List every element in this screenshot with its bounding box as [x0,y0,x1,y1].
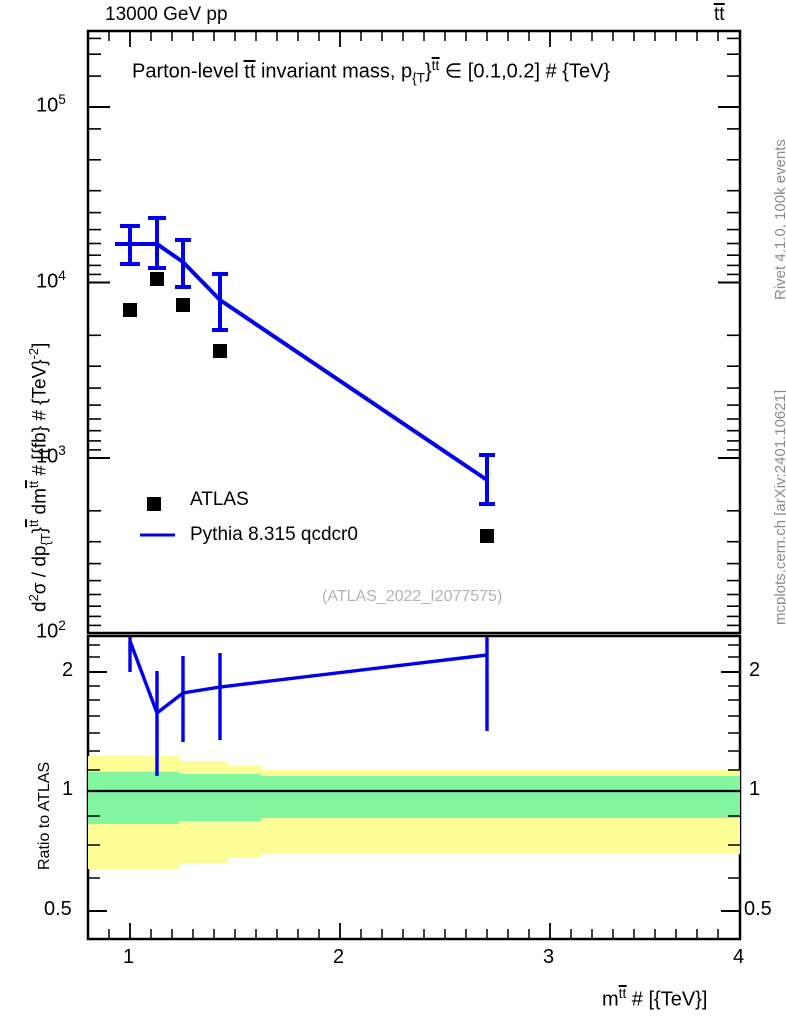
ratio-y-tick-label-1-left: 1 [62,778,74,800]
legend [140,497,175,537]
legend-marker-atlas [147,497,161,511]
ratio-uncertainty-bands [88,756,740,869]
main-y-ticks [88,37,740,634]
ratio-y-tick-label-05-right: 0.5 [744,898,772,920]
inner-uncertainty-band [88,772,740,824]
main-panel-frame [86,29,742,635]
mc-series-main [115,216,495,506]
header-beam-label: 13000 GeV pp [105,4,228,25]
x-tick-label-1: 1 [123,946,135,968]
ratio-y-tick-label-2-right: 2 [749,659,761,681]
legend-label-pythia: Pythia 8.315 qcdcr0 [190,524,358,545]
x-tick-label-4: 4 [733,946,745,968]
ratio-y-tick-label-05-left: 0.5 [44,898,72,920]
y-tick-label-1e5: 105 [36,92,66,117]
ratio-y-ticks [88,644,740,912]
mc-series-ratio [128,637,489,776]
ratio-y-tick-label-1-right: 1 [749,778,761,800]
plot-title-pre: Parton-level [132,60,245,83]
main-x-ticks [108,31,741,47]
ratio-y-tick-label-2-left: 2 [62,659,74,681]
legend-label-atlas: ATLAS [190,489,249,510]
x-tick-label-2: 2 [333,946,345,968]
analysis-watermark: (ATLAS_2022_I2077575) [322,588,503,605]
atlas-data-markers-main [123,272,494,543]
y-tick-label-1e3: 103 [36,443,66,468]
y-tick-label-1e4: 104 [36,268,66,293]
ratio-x-ticks [108,923,741,939]
plot-title-mid: invariant mass, p [255,60,413,83]
x-axis-label: mt t # [{TeV}] [602,985,708,1011]
plot-title-post: ∈ [0.1,0.2] # {TeV} [439,60,611,83]
y-tick-label-1e2: 102 [36,618,66,643]
x-tick-label-3: 3 [543,946,555,968]
